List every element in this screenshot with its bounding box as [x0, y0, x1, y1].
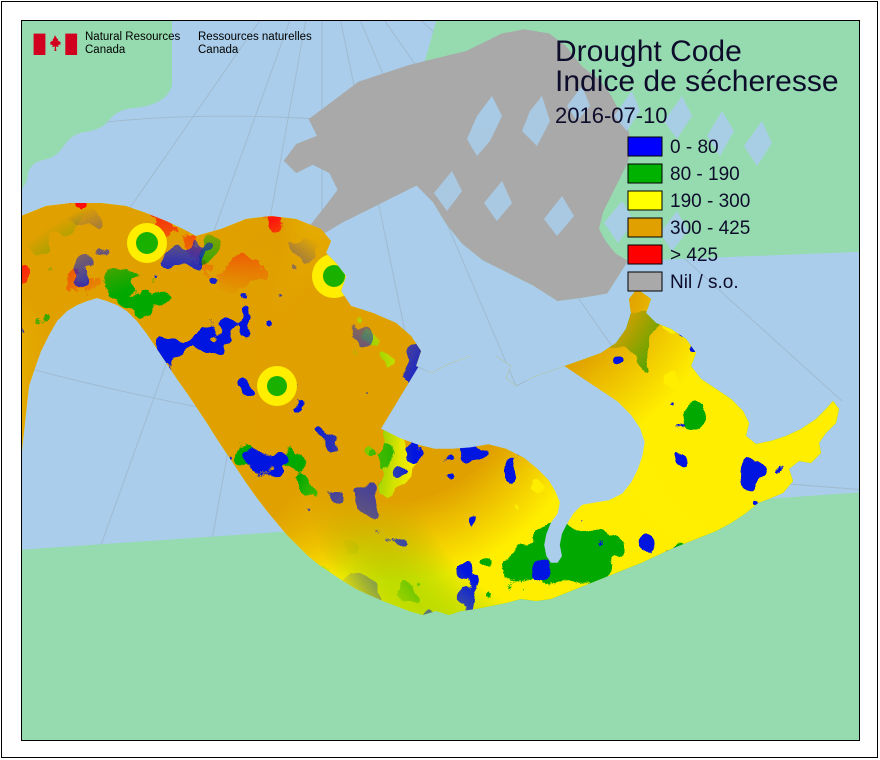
- svg-text:300 - 425: 300 - 425: [670, 218, 750, 239]
- svg-text:Nil / s.o.: Nil / s.o.: [670, 272, 739, 293]
- svg-text:190 - 300: 190 - 300: [670, 191, 750, 212]
- svg-text:80 - 190: 80 - 190: [670, 164, 740, 185]
- svg-text:Ressources naturelles: Ressources naturelles: [198, 31, 312, 43]
- svg-text:Natural Resources: Natural Resources: [85, 31, 180, 43]
- svg-text:Drought Code: Drought Code: [555, 35, 742, 68]
- svg-text:Indice de sécheresse: Indice de sécheresse: [555, 65, 839, 98]
- svg-text:> 425: > 425: [670, 245, 718, 266]
- svg-text:Canada: Canada: [198, 44, 239, 56]
- svg-text:2016-07-10: 2016-07-10: [555, 103, 668, 128]
- svg-text:Canada: Canada: [85, 44, 126, 56]
- svg-text:0 - 80: 0 - 80: [670, 137, 719, 158]
